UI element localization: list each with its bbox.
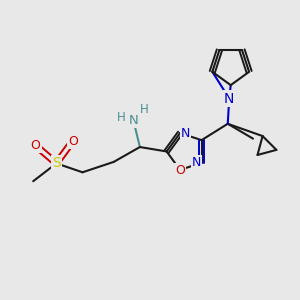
Text: H: H [140,103,148,116]
Text: S: S [52,156,61,170]
Text: N: N [181,127,190,140]
Text: N: N [192,156,201,169]
Text: H: H [116,111,125,124]
Text: O: O [31,139,40,152]
Text: O: O [68,135,78,148]
Text: O: O [175,164,185,177]
Text: N: N [128,114,138,127]
Text: N: N [224,92,234,106]
